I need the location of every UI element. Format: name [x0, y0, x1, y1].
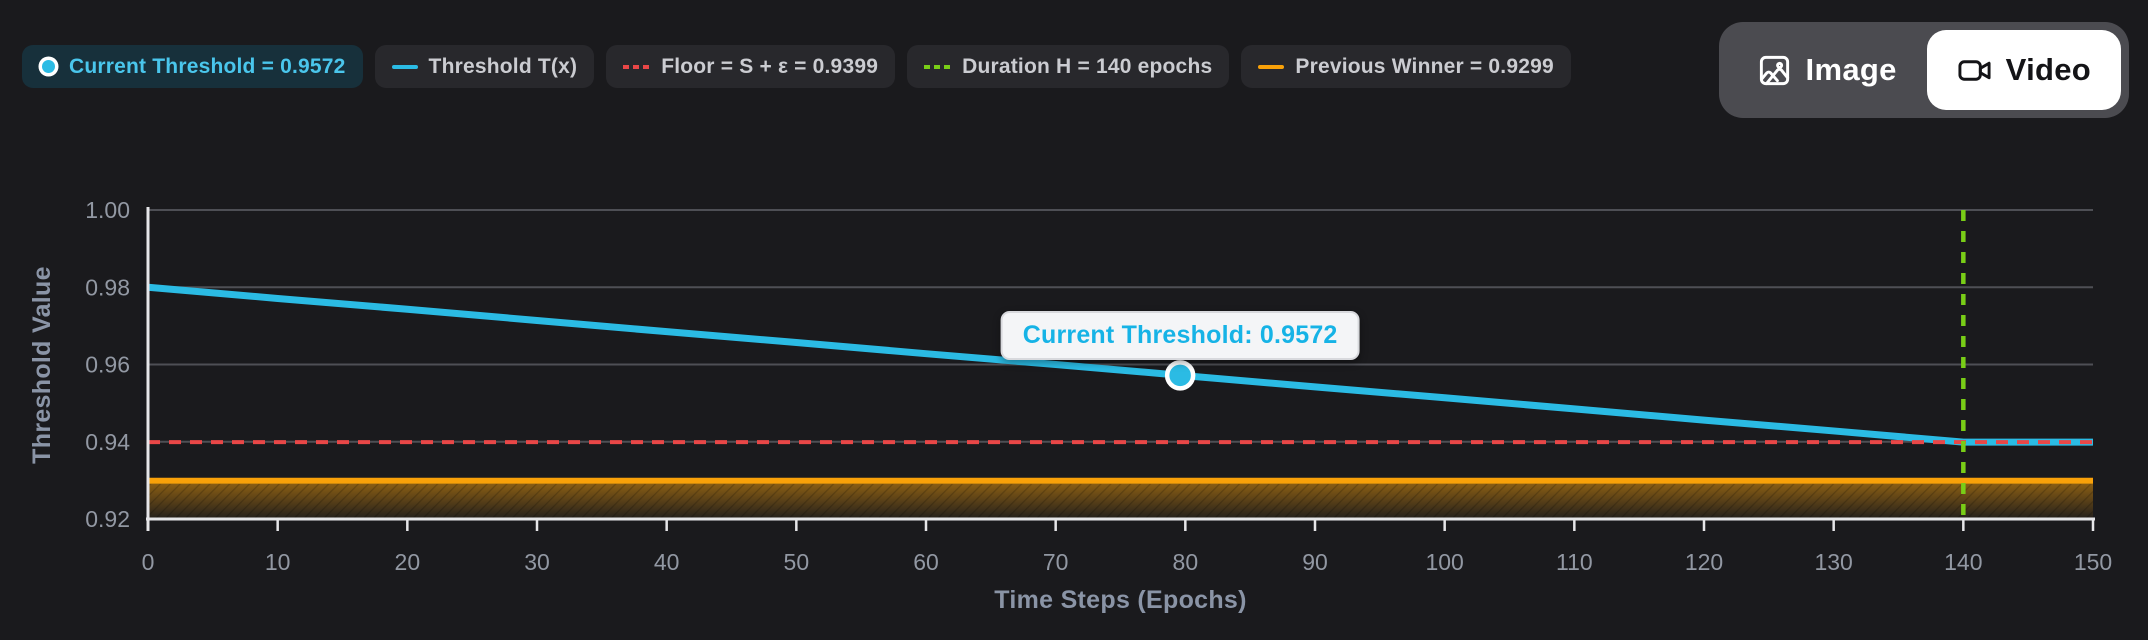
x-tick-label: 110 [1556, 549, 1593, 575]
x-tick-label: 0 [142, 549, 155, 575]
x-tick-label: 90 [1302, 549, 1328, 575]
legend-item-current-threshold[interactable]: Current Threshold = 0.9572 [22, 45, 363, 88]
x-tick-label: 40 [654, 549, 680, 575]
x-tick-label: 30 [524, 549, 550, 575]
x-tick-label: 10 [265, 549, 291, 575]
previous-winner-line-marker [1258, 64, 1285, 69]
previous-winner-area-hatch [148, 483, 2093, 519]
x-tick-label: 60 [913, 549, 939, 575]
image-toggle-label: Image [1805, 52, 1897, 87]
legend-item-label: Previous Winner = 0.9299 [1295, 54, 1554, 78]
x-tick-label: 140 [1944, 549, 1982, 575]
x-tick-label: 50 [784, 549, 810, 575]
media-toggle: Image Video [1718, 22, 2129, 118]
x-tick-label: 120 [1685, 549, 1723, 575]
legend-item-label: Threshold T(x) [428, 54, 578, 78]
image-toggle-button[interactable]: Image [1727, 30, 1927, 110]
x-axis-title: Time Steps (Epochs) [994, 586, 1247, 614]
x-tick-label: 20 [395, 549, 421, 575]
y-tick-label: 0.96 [85, 352, 130, 378]
floor-dash-marker [623, 64, 651, 69]
legend-item-label: Floor = S + ε = 0.9399 [661, 54, 879, 78]
duration-dash-marker [924, 64, 952, 69]
chart-tooltip-text: Current Threshold: 0.9572 [1022, 321, 1338, 350]
legend-item-threshold-line[interactable]: Threshold T(x) [374, 45, 595, 88]
legend-item-label: Current Threshold = 0.9572 [69, 54, 346, 78]
legend-item-floor[interactable]: Floor = S + ε = 0.9399 [606, 45, 896, 88]
current-threshold-dot-marker [42, 60, 55, 73]
legend-item-previous-winner[interactable]: Previous Winner = 0.9299 [1241, 45, 1571, 88]
y-tick-label: 0.98 [85, 274, 130, 300]
video-icon [1957, 53, 1992, 88]
legend-item-label: Duration H = 140 epochs [962, 54, 1213, 78]
x-tick-label: 100 [1425, 549, 1463, 575]
current-threshold-marker[interactable] [1164, 360, 1196, 391]
threshold-line-marker [391, 64, 418, 69]
y-axis-title: Threshold Value [28, 266, 56, 464]
legend-item-duration[interactable]: Duration H = 140 epochs [907, 45, 1230, 88]
threshold-line [147, 283, 2093, 446]
chart-legend: Current Threshold = 0.9572 Threshold T(x… [22, 45, 1571, 88]
y-tick-label: 1.00 [85, 197, 130, 223]
x-tick-label: 70 [1043, 549, 1069, 575]
x-tick-label: 150 [2074, 549, 2112, 575]
x-tick-label: 80 [1173, 549, 1199, 575]
image-icon [1757, 53, 1792, 88]
x-tick-label: 130 [1814, 549, 1852, 575]
y-tick-label: 0.94 [85, 429, 130, 455]
video-toggle-button[interactable]: Video [1926, 30, 2121, 110]
video-toggle-label: Video [2005, 52, 2091, 87]
chart-tooltip: Current Threshold: 0.9572 [1000, 311, 1360, 361]
y-tick-label: 0.92 [85, 506, 130, 532]
